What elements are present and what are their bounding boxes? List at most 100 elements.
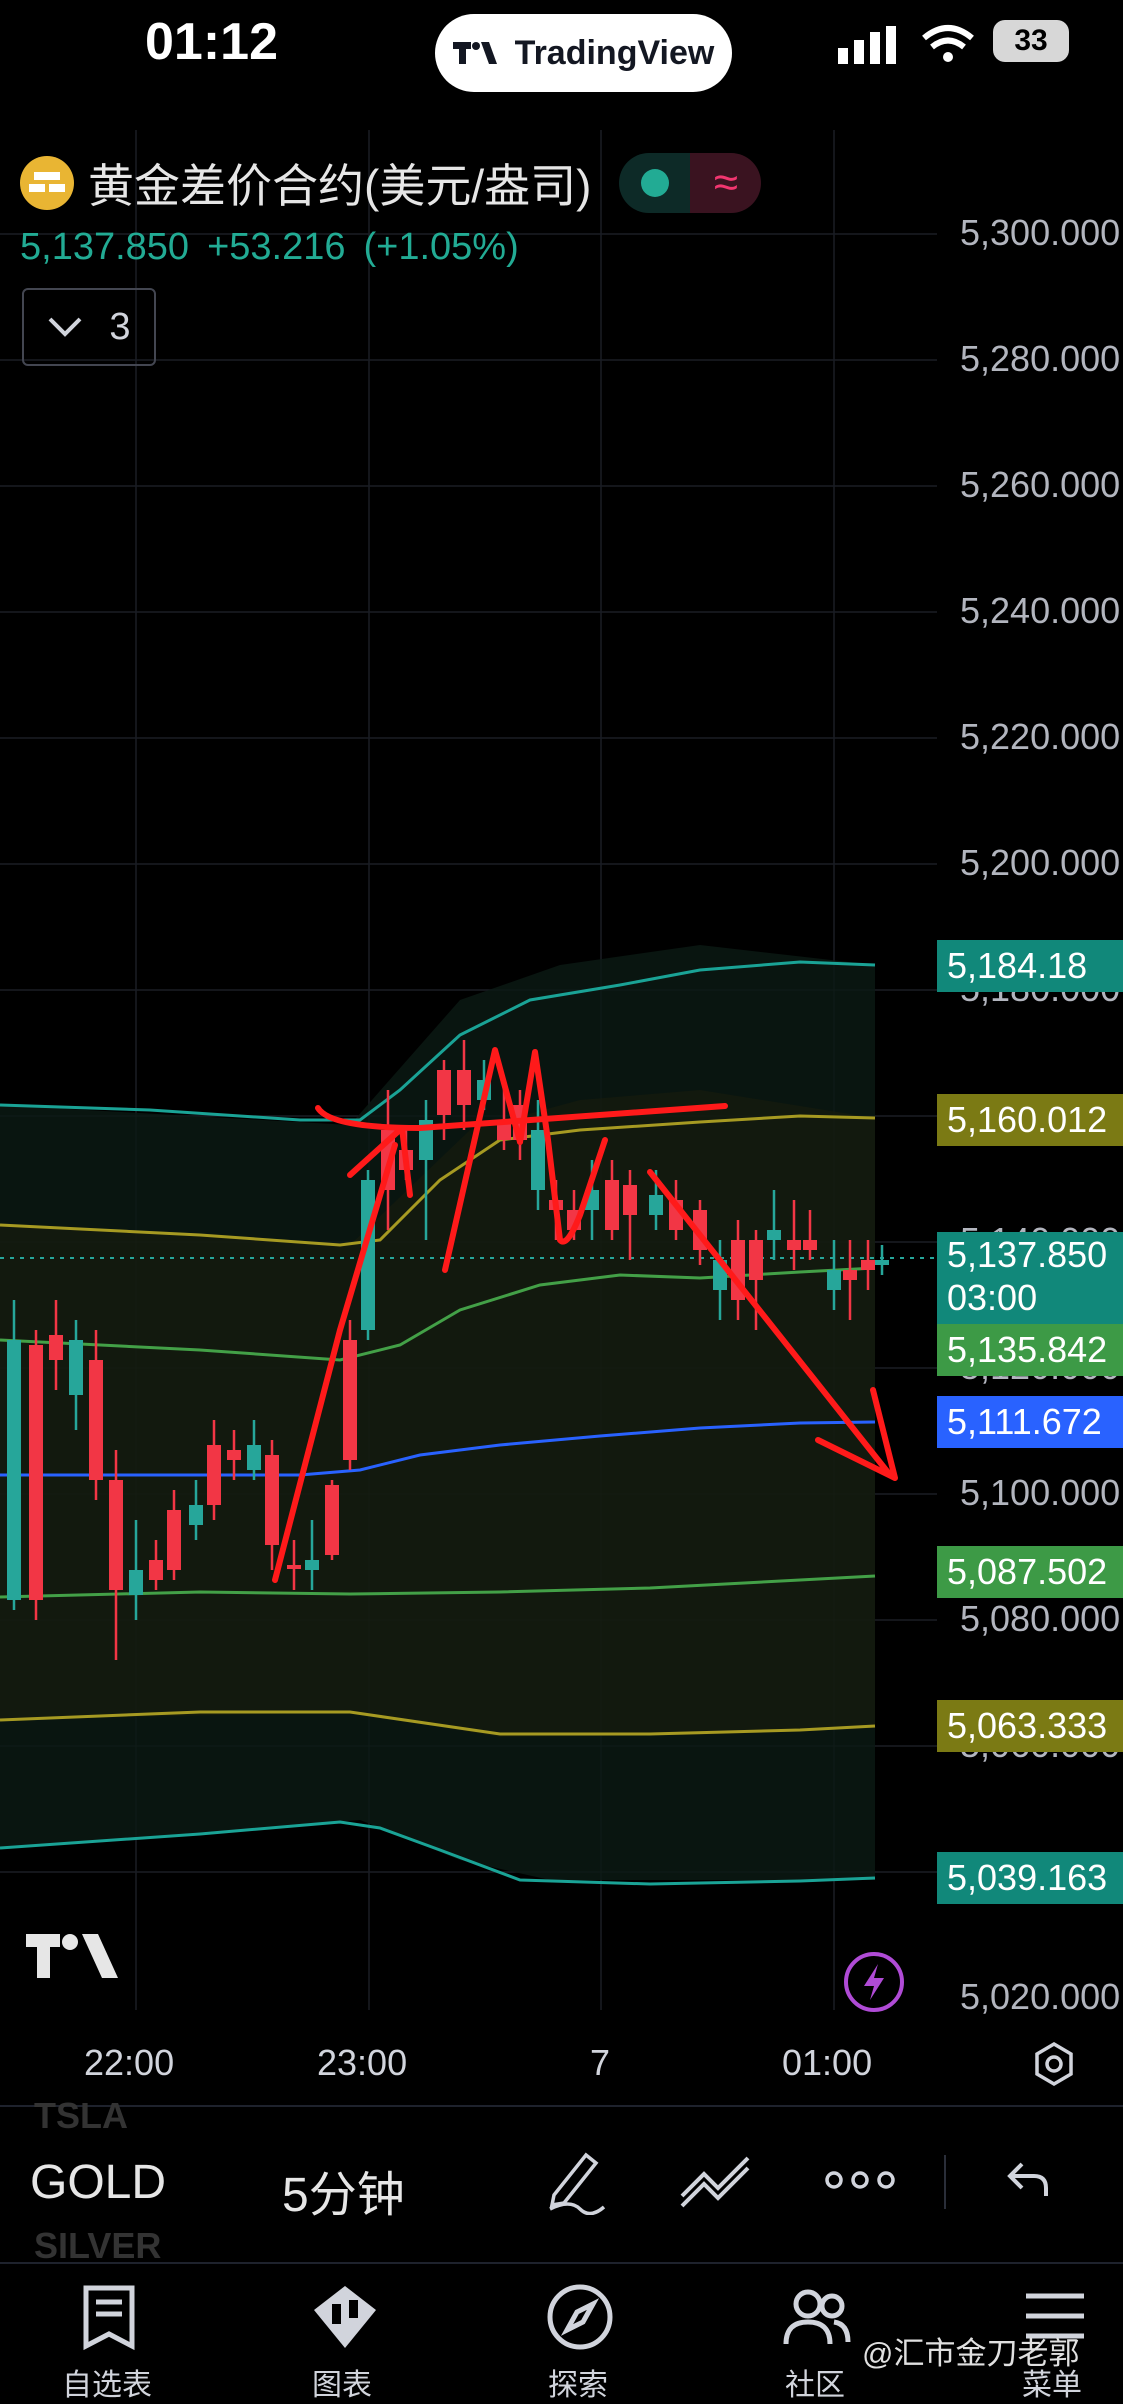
- symbol-title: 黄金差价合约(美元/盎司): [88, 160, 592, 212]
- candle-body: [109, 1480, 123, 1590]
- candle-body: [623, 1185, 637, 1215]
- more-icon[interactable]: [824, 2168, 896, 2192]
- band-lower-1: [0, 1574, 876, 1599]
- candle-body: [265, 1455, 279, 1545]
- candle-body: [861, 1260, 875, 1270]
- symbol-picker-next[interactable]: SILVER: [34, 2225, 162, 2266]
- y-axis-label: 5,220.000: [960, 716, 1121, 757]
- symbol-picker-prev[interactable]: TSLA: [34, 2095, 128, 2136]
- menu-icon[interactable]: [1020, 2282, 1090, 2352]
- y-axis-label: 5,100.000: [960, 1472, 1121, 1513]
- lightning-icon[interactable]: [842, 1950, 906, 2014]
- band-upper-3: [0, 960, 876, 1122]
- candle-body: [129, 1570, 143, 1595]
- y-axis-label: 5,080.000: [960, 1598, 1121, 1639]
- price-row: 5,137.850 +53.216 (+1.05%): [20, 226, 519, 269]
- price-change-percent: (+1.05%): [363, 226, 519, 268]
- price-tag-current: 5,137.850 03:00: [937, 1232, 1123, 1324]
- annotation-zigzag: [442, 1047, 523, 1273]
- band-fill-inner: [0, 1090, 875, 1737]
- candle-body: [69, 1340, 83, 1395]
- community-icon[interactable]: [782, 2282, 852, 2352]
- tradingview-pill[interactable]: TradingView: [435, 14, 732, 92]
- status-time: 01:12: [145, 13, 278, 71]
- band-lower-2: [0, 1710, 876, 1736]
- price-tag-lower-3: 5,039.163: [937, 1852, 1123, 1904]
- candle-body: [343, 1340, 357, 1460]
- candle-body: [649, 1195, 663, 1215]
- candle-body: [207, 1445, 221, 1505]
- last-price: 5,137.850: [20, 226, 190, 268]
- indicator-count: 3: [109, 305, 131, 348]
- candle-body: [767, 1230, 781, 1240]
- hand-annotations: [272, 1047, 898, 1583]
- toolbar-divider: [944, 2155, 946, 2209]
- candle-body: [457, 1070, 471, 1105]
- market-status-chips[interactable]: ≈: [619, 153, 762, 213]
- annotation-resistance-line: [315, 1103, 728, 1131]
- market-open-dot-icon: [640, 169, 669, 197]
- price-tag-middle: 5,111.672: [937, 1396, 1123, 1448]
- candle-body: [305, 1560, 319, 1570]
- chart-settings-icon[interactable]: [1030, 2040, 1078, 2088]
- symbol-picker[interactable]: GOLD: [30, 2156, 167, 2209]
- candle-body: [149, 1560, 163, 1580]
- price-tag-upper-3: 5,184.18: [937, 940, 1123, 992]
- candle-body: [875, 1260, 889, 1265]
- bottom-toolbar: [0, 2105, 1123, 2262]
- band-lower-3: [0, 1820, 876, 1886]
- watchlist-icon[interactable]: [76, 2282, 146, 2352]
- interval-picker[interactable]: 5分钟: [282, 2169, 405, 2222]
- gold-bars-icon: [20, 156, 74, 210]
- candle-body: [29, 1345, 43, 1600]
- y-axis-label: 5,020.000: [960, 1976, 1121, 2017]
- annotation-down-arrow: [647, 1169, 893, 1478]
- bar-countdown: 03:00: [947, 1277, 1038, 1318]
- candle-body: [605, 1180, 619, 1230]
- data-delay-chip[interactable]: ≈: [690, 153, 762, 213]
- cellular-signal-icon: [838, 26, 896, 64]
- tradingview-watermark-icon: [26, 1934, 118, 1978]
- nav-label-explore[interactable]: 探索: [548, 2369, 608, 2402]
- annotation-down-arrow-head: [815, 1387, 898, 1481]
- nav-label-chart[interactable]: 图表: [312, 2369, 372, 2402]
- current-price-label: 5,137.850: [947, 1234, 1108, 1275]
- candle-body: [749, 1240, 763, 1280]
- candle-body: [803, 1240, 817, 1250]
- symbol-header[interactable]: 黄金差价合约(美元/盎司) ≈: [20, 150, 762, 216]
- tradingview-label: TradingView: [514, 33, 715, 72]
- explore-icon[interactable]: [545, 2282, 615, 2352]
- candle-body: [89, 1360, 103, 1480]
- chevron-down-icon: [49, 317, 82, 337]
- candle-body: [325, 1485, 339, 1555]
- tradingview-logo-icon: [452, 42, 497, 64]
- chart-icon[interactable]: [310, 2282, 380, 2352]
- wifi-icon: [922, 25, 974, 62]
- indicators-toggle-button[interactable]: 3: [22, 288, 156, 366]
- candle-body: [247, 1445, 261, 1470]
- x-axis-label: 01:00: [782, 2042, 873, 2083]
- market-open-chip[interactable]: [619, 153, 691, 213]
- y-axis-label: 5,300.000: [960, 212, 1121, 253]
- price-tag-upper-2: 5,160.012: [937, 1094, 1123, 1146]
- candle-body: [7, 1340, 21, 1600]
- y-axis-label: 5,260.000: [960, 464, 1121, 505]
- annotation-m-shape: [517, 1049, 608, 1245]
- drawing-tool-icon[interactable]: [678, 2152, 754, 2208]
- pencil-icon[interactable]: [540, 2145, 610, 2215]
- candle-body: [787, 1240, 801, 1250]
- candle-body: [531, 1130, 545, 1190]
- candle-body: [287, 1565, 301, 1569]
- y-axis-label: 5,280.000: [960, 338, 1121, 379]
- candle-body: [227, 1450, 241, 1460]
- price-tag-upper-1: 5,135.842: [937, 1324, 1123, 1376]
- y-axis-label: 5,240.000: [960, 590, 1121, 631]
- nav-bar: [0, 2262, 1123, 2379]
- nav-label-community[interactable]: 社区: [785, 2369, 845, 2402]
- nav-label-watchlist[interactable]: 自选表: [62, 2369, 152, 2402]
- undo-icon[interactable]: [1006, 2158, 1050, 2202]
- price-chart[interactable]: [0, 0, 1123, 2100]
- y-axis-label: 5,200.000: [960, 842, 1121, 883]
- candle-body: [827, 1270, 841, 1290]
- x-axis-label: 7: [590, 2042, 611, 2083]
